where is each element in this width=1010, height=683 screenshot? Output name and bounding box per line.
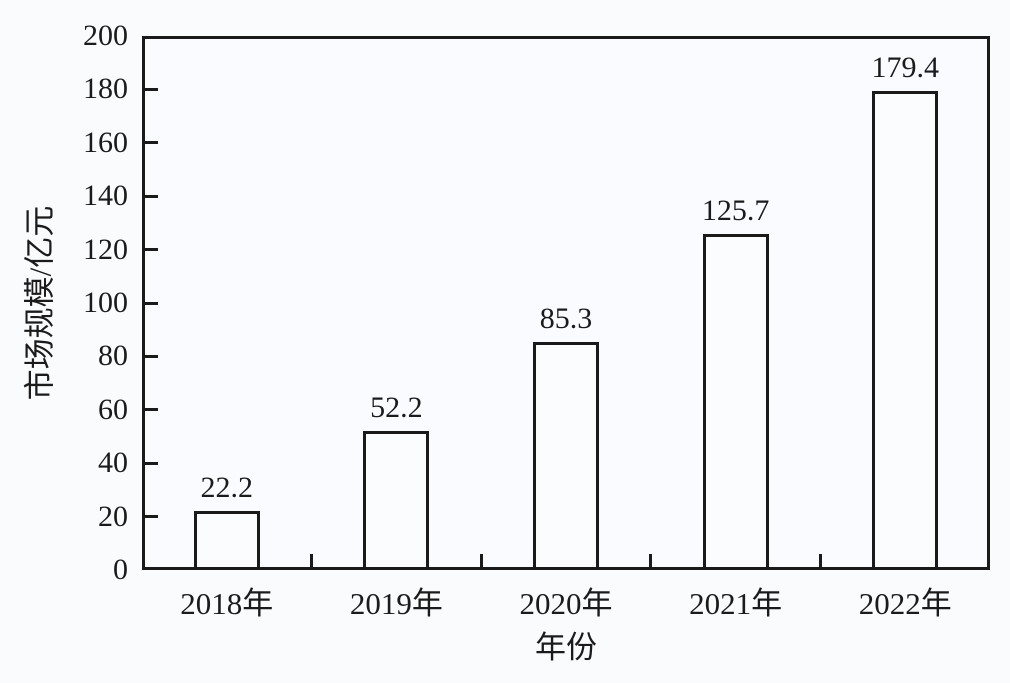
y-tick-mark: [145, 461, 158, 465]
y-tick-mark: [145, 354, 158, 358]
y-tick-mark: [145, 515, 158, 519]
bar-value-label: 179.4: [871, 51, 939, 84]
y-tick-label: 0: [113, 553, 128, 586]
bar-2021年: [702, 234, 769, 570]
y-tick-mark: [145, 87, 158, 91]
x-tick-mark: [818, 554, 822, 567]
bar-2022年: [872, 91, 939, 570]
x-category-label: 2018年: [180, 586, 274, 621]
x-tick-mark: [479, 554, 483, 567]
bar-2018年: [193, 510, 260, 570]
y-tick-mark: [145, 194, 158, 198]
y-tick-label: 80: [98, 339, 128, 373]
bar-value-label: 52.2: [370, 390, 423, 424]
bar-value-label: 85.3: [539, 302, 593, 336]
bar-value-label: 125.7: [701, 194, 770, 228]
y-tick-label: 160: [83, 125, 128, 159]
y-tick-label: 100: [83, 286, 128, 319]
x-category-label: 2020年: [519, 586, 613, 621]
x-tick-mark: [649, 554, 653, 567]
y-tick-label: 180: [83, 72, 128, 106]
y-tick-mark: [145, 408, 158, 412]
y-tick-label: 20: [98, 499, 128, 533]
y-tick-mark: [145, 248, 158, 252]
y-tick-mark: [145, 301, 158, 305]
y-tick-mark: [145, 141, 158, 145]
bar-value-label: 22.2: [200, 470, 254, 504]
y-tick-label: 60: [98, 392, 128, 426]
y-tick-label: 200: [83, 19, 128, 52]
x-category-label: 2022年: [858, 586, 952, 621]
y-tick-label: 140: [83, 179, 128, 213]
x-category-label: 2021年: [689, 586, 783, 621]
x-category-label: 2019年: [349, 586, 443, 621]
x-axis-title: 年份: [535, 630, 597, 665]
x-tick-mark: [310, 554, 314, 567]
y-tick-label: 40: [98, 446, 128, 480]
bar-2019年: [363, 430, 430, 570]
y-tick-label: 120: [83, 232, 128, 266]
bar-2020年: [533, 342, 599, 570]
